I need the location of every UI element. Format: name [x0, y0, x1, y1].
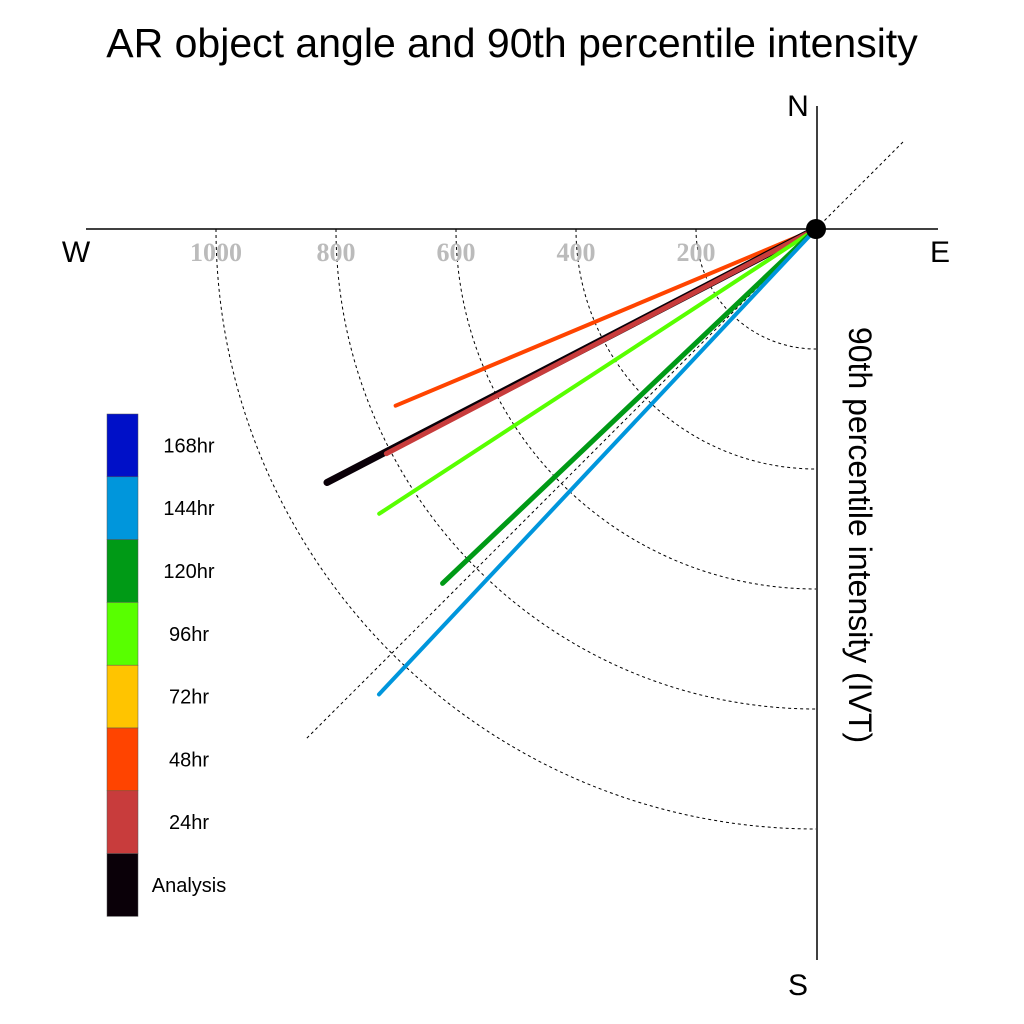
grid-arc — [215, 228, 817, 830]
legend-swatch — [106, 790, 139, 854]
legend-swatch — [106, 727, 139, 792]
legend-label: 120hr — [163, 561, 214, 583]
legend-swatch — [106, 664, 139, 729]
radial-tick-label: 400 — [557, 238, 596, 267]
legend-swatch — [106, 539, 139, 603]
legend: 168hr 144hr 120hr 96hr 72hr 48hr 24hr Analysis — [106, 413, 226, 917]
series-line-120hr — [440, 226, 819, 586]
radial-tick-labels: 200 400 600 800 1000 — [190, 238, 716, 267]
south-label: S — [788, 969, 808, 1002]
y-axis-label: 90th percentile intensity (IVT) — [842, 327, 878, 743]
radial-tick-label: 800 — [317, 238, 356, 267]
legend-swatch — [106, 476, 139, 540]
legend-label: 48hr — [169, 749, 209, 771]
north-label: N — [787, 90, 809, 123]
legend-label: 24hr — [169, 812, 209, 834]
radial-tick-label: 200 — [677, 238, 716, 267]
radial-tick-label: 600 — [437, 238, 476, 267]
series-line-144hr — [376, 227, 818, 697]
grid-arc — [695, 228, 817, 350]
legend-label: 168hr — [163, 435, 214, 457]
legend-label: 96hr — [169, 624, 209, 646]
legend-label: 72hr — [169, 687, 209, 709]
legend-label: Analysis — [152, 875, 226, 897]
series-line-24hr — [383, 226, 819, 457]
east-label: E — [930, 236, 950, 269]
grid-arc — [455, 228, 817, 590]
series-line-96hr — [377, 227, 818, 516]
series-line-48hr — [393, 227, 818, 408]
west-label: W — [62, 236, 91, 269]
chart-title: AR object angle and 90th percentile inte… — [106, 20, 918, 66]
series-lines — [323, 225, 820, 697]
origin-marker — [806, 219, 826, 239]
legend-swatch — [106, 853, 139, 917]
legend-swatch — [106, 413, 139, 478]
compass-axes: N E S W 90th percentile intensity (IVT) — [62, 90, 950, 1002]
legend-swatch — [106, 602, 139, 666]
radial-tick-label: 1000 — [190, 238, 242, 267]
legend-label: 144hr — [163, 498, 214, 520]
